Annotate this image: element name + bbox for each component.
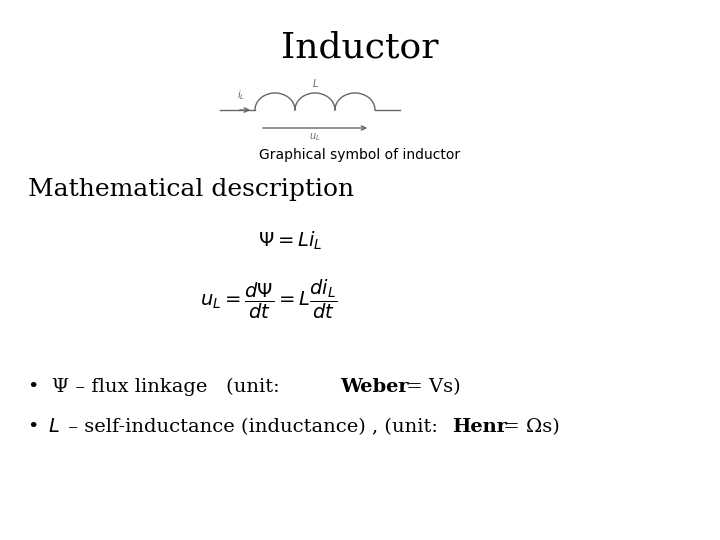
Text: •: • — [28, 418, 52, 436]
Text: $\Psi = Li_L$: $\Psi = Li_L$ — [258, 230, 323, 252]
Text: $u_L = \dfrac{d\Psi}{dt} = L\dfrac{di_L}{dt}$: $u_L = \dfrac{d\Psi}{dt} = L\dfrac{di_L}… — [200, 278, 338, 321]
Text: Inductor: Inductor — [282, 30, 438, 64]
Text: •  Ψ – flux linkage   (unit:: • Ψ – flux linkage (unit: — [28, 378, 286, 396]
Text: = Vs): = Vs) — [400, 378, 461, 396]
Text: Mathematical description: Mathematical description — [28, 178, 354, 201]
Text: $u_L$: $u_L$ — [309, 131, 321, 143]
Text: – self-inductance (inductance) , (unit:: – self-inductance (inductance) , (unit: — [62, 418, 444, 436]
Text: Henr: Henr — [452, 418, 507, 436]
Text: $i_L$: $i_L$ — [237, 88, 245, 102]
Text: Graphical symbol of inductor: Graphical symbol of inductor — [259, 148, 461, 162]
Text: Weber: Weber — [340, 378, 409, 396]
Text: = Ωs): = Ωs) — [497, 418, 559, 436]
Text: $L$: $L$ — [312, 77, 318, 89]
Text: $L$: $L$ — [48, 418, 60, 436]
